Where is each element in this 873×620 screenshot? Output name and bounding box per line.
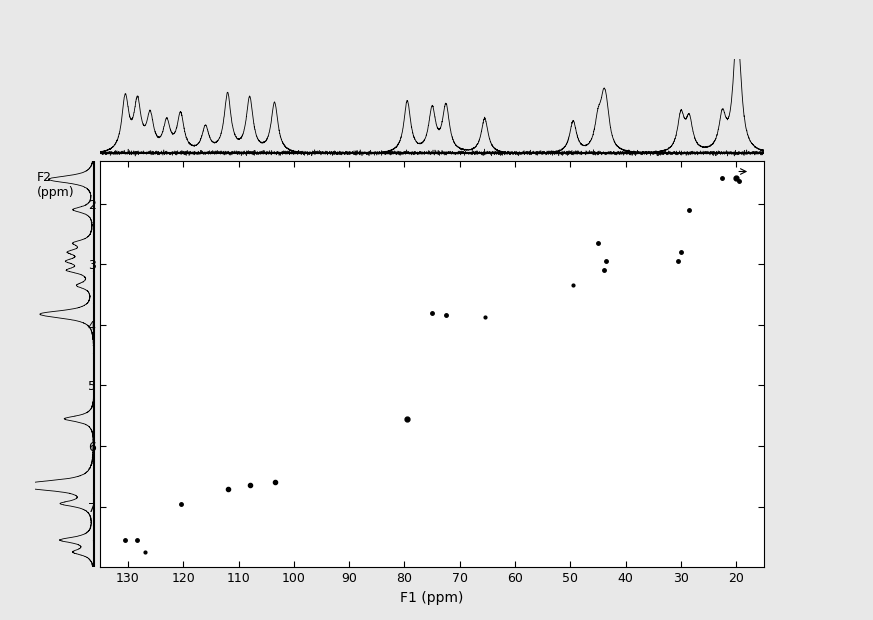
X-axis label: F1 (ppm): F1 (ppm) <box>401 591 464 604</box>
Text: F2
(ppm): F2 (ppm) <box>37 171 74 200</box>
